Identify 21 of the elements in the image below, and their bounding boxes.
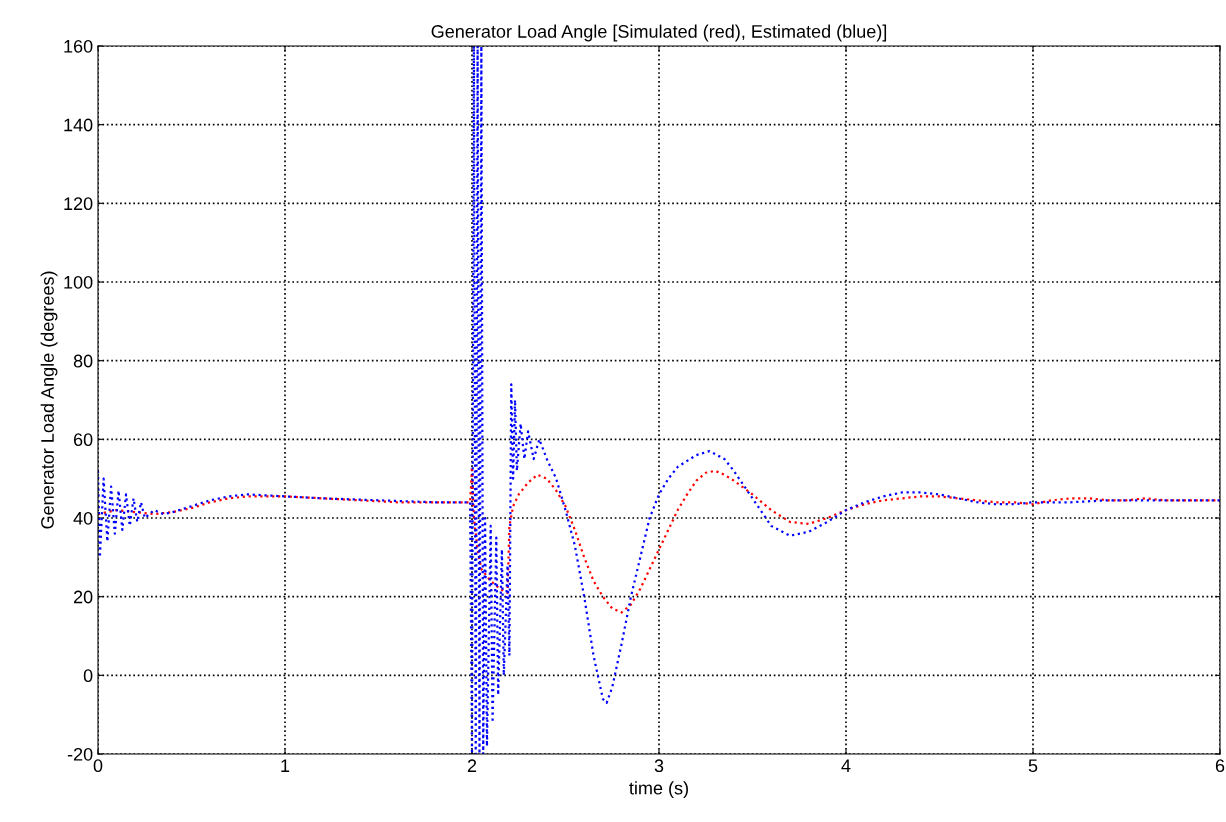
x-tick-label: 5 — [1028, 759, 1038, 773]
x-tick-label: 6 — [1215, 759, 1225, 773]
x-tick-label: 2 — [467, 759, 477, 772]
y-tick-label: 100 — [64, 275, 93, 289]
y-tick-label: 60 — [73, 433, 93, 447]
chart-title: Generator Load Angle [Simulated (red), Estimated (blue)] — [431, 24, 887, 42]
y-tick-label: 0 — [83, 669, 93, 683]
x-axis-title: time (s) — [629, 781, 688, 799]
x-tick-label: 3 — [654, 759, 664, 773]
y-tick-label: 40 — [73, 511, 93, 525]
x-tick-label: 0 — [93, 759, 103, 773]
y-tick-label: -20 — [67, 747, 93, 761]
y-tick-label: 20 — [73, 590, 93, 604]
x-tick-label: 1 — [281, 759, 290, 772]
x-tick-label: 4 — [841, 759, 851, 772]
y-tick-label: 120 — [64, 197, 93, 211]
y-tick-label: 140 — [64, 118, 93, 132]
line-series — [98, 46, 1220, 754]
y-axis-title: Generator Load Angle (degrees) — [40, 271, 58, 529]
y-tick-label: 160 — [64, 39, 93, 53]
y-tick-label: 80 — [73, 354, 93, 368]
